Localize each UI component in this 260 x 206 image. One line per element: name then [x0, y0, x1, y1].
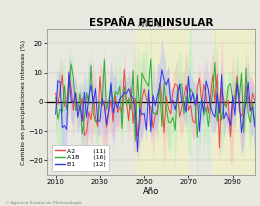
Text: © Agencia Estatal de Meteorología: © Agencia Estatal de Meteorología — [5, 201, 82, 205]
Y-axis label: Cambio en precipitaciones intensas (%): Cambio en precipitaciones intensas (%) — [21, 39, 26, 165]
Bar — [213, 29, 255, 175]
Bar — [135, 29, 188, 175]
Legend: A2         (11), A1B       (16), B1         (12): A2 (11), A1B (16), B1 (12) — [52, 145, 109, 171]
X-axis label: Año: Año — [143, 187, 159, 196]
Text: ANUAL: ANUAL — [138, 20, 164, 29]
Title: ESPAÑA PENINSULAR: ESPAÑA PENINSULAR — [89, 18, 213, 28]
